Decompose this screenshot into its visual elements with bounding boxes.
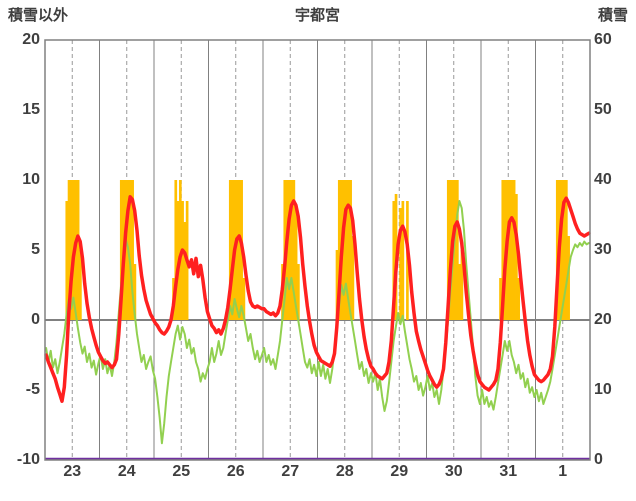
x-axis-tick: 31 [499,463,518,480]
sunshine-bar [351,236,355,320]
chart-title: 宇都宮 [294,7,340,24]
sunshine-bar [344,180,348,320]
sunshine-bar [287,180,291,320]
x-axis-tick: 26 [226,463,245,480]
sunshine-bar [347,180,350,320]
sunshine-bar [294,208,298,320]
sunshine-bar [565,180,568,320]
left-axis-tick: 5 [31,241,40,258]
sunshine-bar [453,180,457,320]
sunshine-bar [76,180,80,320]
right-axis-tick: 60 [594,31,612,48]
sunshine-bar [178,180,182,320]
sunshine-bar [501,180,505,320]
sunshine-bar [562,180,566,320]
x-axis-tick: 29 [390,463,409,480]
sunshine-bar [392,201,396,320]
sunshine-bar [129,180,132,320]
x-axis-tick: 30 [444,463,463,480]
sunshine-bar [228,180,232,320]
sunshine-bar [499,278,502,320]
right-axis-tick: 50 [594,101,612,118]
right-axis-title: 積雪 [597,7,628,24]
sunshine-bar [79,250,82,320]
sunshine-bar [458,264,461,320]
right-axis-tick: 10 [594,381,612,398]
sunshine-bar [517,278,521,320]
left-axis-tick: 0 [31,311,40,328]
sunshine-bar [238,180,241,320]
x-axis-tick: 27 [281,463,300,480]
sunshine-bar [290,180,293,320]
x-axis-tick: 1 [558,463,568,480]
sunshine-bar [401,201,405,320]
x-axis-tick: 28 [335,463,354,480]
sunshine-bar [65,201,69,320]
sunshine-bar [337,180,341,320]
sunshine-bar [67,180,71,320]
sunshine-bar [69,180,73,320]
x-axis-tick: 25 [172,463,191,480]
sunshine-bar [342,180,346,320]
sunshine-bar [508,180,511,320]
right-axis-tick: 40 [594,171,612,188]
left-axis-tick: 10 [22,171,40,188]
sunshine-bar [183,222,187,320]
sunshine-bar [235,180,239,320]
sunshine-bar [131,180,134,320]
sunshine-bar [231,180,234,320]
temperature-line [44,195,591,403]
sunshine-bar [567,236,570,320]
plot-border [44,39,591,461]
sunshine-bar [181,201,184,320]
sunshine-bar [292,180,296,320]
sunshine-bar [555,180,559,320]
sunshine-bar [297,264,300,320]
left-axis-tick: 20 [22,31,40,48]
left-axis-tick: -10 [16,451,40,468]
sunshine-bar [515,194,518,320]
sunshine-bar [335,250,339,320]
right-axis-tick: 20 [594,311,612,328]
right-axis-tick: 30 [594,241,612,258]
x-axis-tick: 23 [63,463,82,480]
left-axis-title: 積雪以外 [8,7,69,24]
green-line [45,200,590,445]
sunshine-bar [510,180,514,320]
x-axis-tick: 24 [117,463,136,480]
sunshine-bar [349,180,352,320]
sunshine-bar [460,250,464,320]
sunshine-bar [446,180,450,320]
sunshine-bar [512,180,516,320]
left-axis-tick: -5 [25,381,40,398]
sunshine-bar [560,180,564,320]
sunshine-bar [399,208,402,320]
sunshine-bar [242,278,246,320]
sunshine-bar [456,180,459,320]
left-axis-tick: 15 [22,101,40,118]
sunshine-bar [119,180,123,320]
sunshine-bar [133,264,137,320]
right-axis-tick: 0 [594,451,603,468]
sunshine-bar [174,180,178,320]
